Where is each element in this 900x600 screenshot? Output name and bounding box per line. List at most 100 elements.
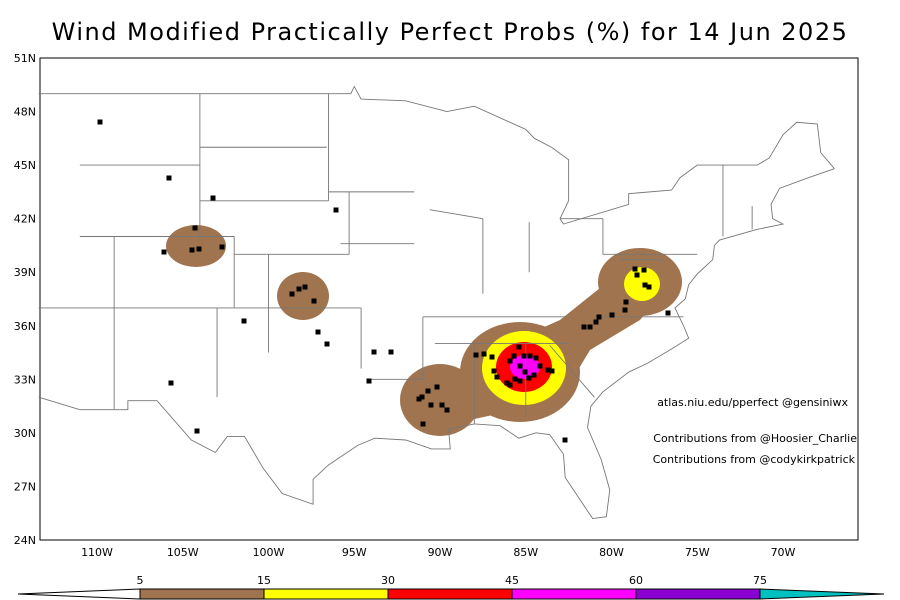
- report: [516, 344, 522, 350]
- coast: [38, 168, 835, 520]
- report: [444, 407, 450, 413]
- report: [416, 396, 422, 402]
- report: [371, 349, 377, 355]
- report: [489, 354, 495, 360]
- report: [366, 378, 372, 384]
- report: [507, 382, 513, 388]
- report: [641, 267, 647, 273]
- report: [646, 284, 652, 290]
- lat-label: 39N: [14, 266, 36, 279]
- report: [194, 428, 200, 434]
- report: [623, 299, 629, 305]
- report: [517, 378, 523, 384]
- probability-areas: [166, 225, 682, 436]
- report: [311, 298, 317, 304]
- report: [491, 368, 497, 374]
- credits: atlas.niu.edu/pperfect @gensiniwx Contrib…: [653, 396, 857, 466]
- colorbar-segment: [759, 588, 885, 600]
- map: [38, 57, 859, 541]
- report: [632, 266, 638, 272]
- lat-labels: 51N 48N 45N 42N 39N 36N 33N 30N 27N 24N: [14, 52, 36, 547]
- report: [473, 352, 479, 358]
- colorbar-segment: [263, 588, 389, 600]
- lon-label: 90W: [428, 546, 453, 559]
- report: [425, 388, 431, 394]
- lat-label: 33N: [14, 373, 36, 386]
- report: [196, 246, 202, 252]
- report: [665, 310, 671, 316]
- lon-label: 80W: [599, 546, 624, 559]
- prob-5: [277, 272, 329, 320]
- lon-labels: 110W 105W 100W 95W 90W 85W 80W 75W 70W: [81, 546, 795, 559]
- report: [522, 369, 528, 375]
- report: [296, 286, 302, 292]
- report: [289, 291, 295, 297]
- colorbar-label: 5: [137, 574, 144, 587]
- report: [517, 363, 523, 369]
- boundaries: [38, 85, 835, 520]
- report: [587, 324, 593, 330]
- report: [622, 307, 628, 313]
- border: [38, 85, 835, 225]
- report: [302, 284, 308, 290]
- title: Wind Modified Practically Perfect Probs …: [52, 18, 849, 46]
- state-line: [429, 209, 483, 220]
- lat-label: 42N: [14, 213, 36, 226]
- report: [324, 341, 330, 347]
- prob-5: [166, 225, 226, 267]
- lon-label: 105W: [167, 546, 199, 559]
- report: [419, 394, 425, 400]
- report: [593, 319, 599, 325]
- colorbar-label: 15: [257, 574, 271, 587]
- report: [168, 380, 174, 386]
- report: [189, 247, 195, 253]
- report: [596, 314, 602, 320]
- report: [210, 195, 216, 201]
- report: [562, 437, 568, 443]
- report: [494, 374, 500, 380]
- colorbar-low: [17, 588, 141, 600]
- state-line: [549, 345, 595, 398]
- colorbar-segment: [387, 588, 513, 600]
- map-frame: [39, 57, 859, 541]
- lat-label: 48N: [14, 106, 36, 119]
- report: [161, 249, 167, 255]
- report: [545, 367, 551, 373]
- report: [192, 225, 198, 231]
- colorbar-segment: [139, 588, 265, 600]
- report: [420, 421, 426, 427]
- lat-label: 24N: [14, 534, 36, 547]
- lat-label: 51N: [14, 52, 36, 65]
- reports: [97, 119, 671, 443]
- colorbar-segment: [511, 588, 637, 600]
- credit: Contributions from @Hoosier_Charlie: [653, 432, 857, 445]
- credit: Contributions from @codykirkpatrick: [653, 453, 856, 466]
- report: [521, 353, 527, 359]
- report: [97, 119, 103, 125]
- report: [642, 282, 648, 288]
- report: [526, 375, 532, 381]
- report: [507, 358, 513, 364]
- report: [315, 329, 321, 335]
- report: [241, 318, 247, 324]
- lon-label: 85W: [513, 546, 538, 559]
- report: [388, 349, 394, 355]
- report: [634, 272, 640, 278]
- prob-15: [624, 267, 660, 301]
- report: [549, 368, 555, 374]
- report: [428, 402, 434, 408]
- report: [439, 402, 445, 408]
- report: [609, 312, 615, 318]
- report: [481, 351, 487, 357]
- colorbar-label: 75: [753, 574, 767, 587]
- lon-label: 70W: [771, 546, 796, 559]
- report: [333, 207, 339, 213]
- lat-label: 30N: [14, 427, 36, 440]
- report: [511, 353, 517, 359]
- lon-label: 100W: [253, 546, 285, 559]
- lat-label: 27N: [14, 480, 36, 493]
- report: [434, 384, 440, 390]
- colorbar: 5 15 30 45 60 75: [17, 574, 885, 600]
- report: [531, 372, 537, 378]
